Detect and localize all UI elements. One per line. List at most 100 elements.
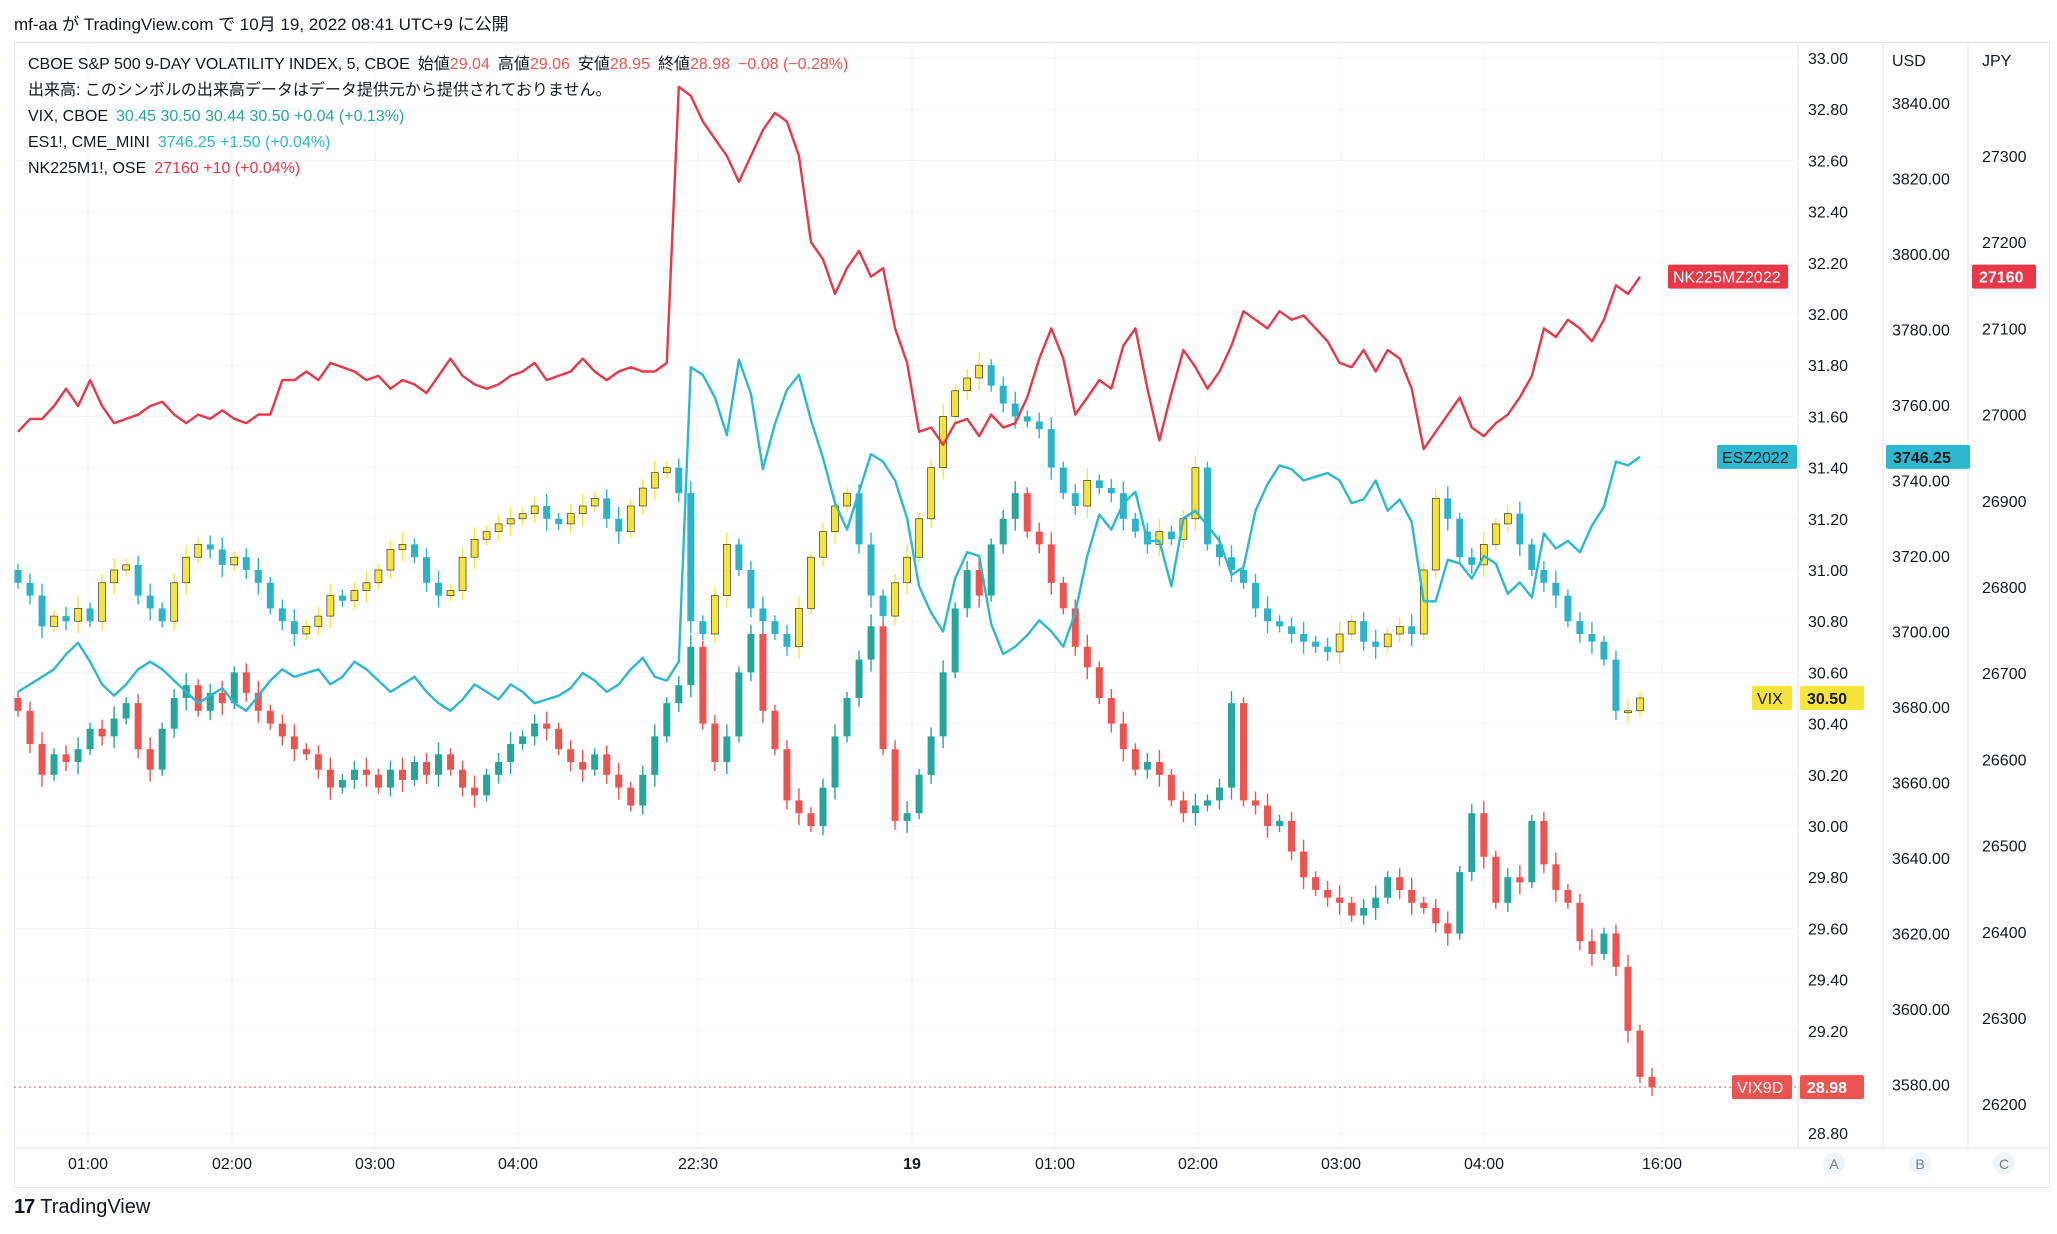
vix9d-candle	[134, 703, 142, 750]
vix9d-candle	[1035, 531, 1043, 545]
vix-candle	[879, 595, 887, 617]
vix9d-candle	[1324, 890, 1332, 898]
vix9d-candle	[1252, 800, 1260, 806]
vix9d-candle	[855, 659, 863, 698]
vix9d-candle	[242, 672, 250, 693]
vix9d-candle	[1420, 902, 1428, 908]
vix9d-candle	[447, 754, 455, 770]
vix9d-candle	[1576, 902, 1584, 942]
chart-legend: CBOE S&P 500 9-DAY VOLATILITY INDEX, 5, …	[28, 52, 856, 182]
vix-candle	[170, 582, 178, 622]
vix-candle	[975, 364, 983, 379]
jpy-tick-label: 27200	[1982, 235, 2027, 252]
legend-vix: VIX, CBOE 30.45 30.50 30.44 30.50 +0.04 (…	[28, 104, 856, 130]
price-tick-label: 32.40	[1808, 205, 1848, 222]
vix9d-candle	[951, 608, 959, 673]
vix-candle	[1335, 633, 1344, 653]
vix9d-candle	[579, 762, 587, 770]
price-tick-label: 29.60	[1808, 921, 1848, 938]
vix-candle	[1071, 493, 1079, 506]
vix-candle	[735, 544, 743, 570]
vix-candle	[1203, 467, 1211, 545]
legend-open-label: 始値	[417, 56, 450, 73]
price-tick-label: 29.80	[1808, 870, 1848, 887]
vix-candle	[855, 493, 863, 545]
vix9d-candle	[1360, 907, 1368, 916]
vix-candle	[134, 564, 142, 596]
price-tick-label: 29.40	[1808, 973, 1848, 990]
vix9d-candle	[507, 744, 515, 762]
vix9d-candle	[987, 544, 995, 596]
legend-vix-symbol: VIX, CBOE	[28, 108, 109, 125]
legend-nk-values: 27160 +10 (+0.04%)	[154, 160, 301, 177]
vix-candle	[951, 390, 959, 417]
vix9d-candle	[603, 754, 611, 775]
vix9d-candle	[687, 646, 695, 686]
vix-candle	[1360, 621, 1368, 642]
tradingview-logo[interactable]: 17 TradingView	[14, 1196, 150, 1219]
jpy-axis-title: JPY	[1982, 53, 2012, 70]
vix-candle	[326, 595, 335, 617]
legend-es: ES1!, CME_MINI 3746.25 +1.50 (+0.04%)	[28, 130, 856, 156]
price-tick-label: 31.60	[1808, 409, 1848, 426]
time-tick-label: 04:00	[1464, 1156, 1504, 1173]
tradingview-logo-icon: 17	[14, 1196, 35, 1218]
vix-candle	[1300, 634, 1308, 642]
vix-candle	[1540, 570, 1548, 583]
legend-low: 28.95	[609, 56, 650, 73]
vix-candle	[518, 513, 527, 520]
vix9d-candle	[1083, 646, 1091, 668]
vix9d-candle	[1155, 762, 1163, 775]
vix-candle	[506, 518, 515, 525]
scale-button-a[interactable]	[1823, 1152, 1845, 1174]
vix-candle	[1324, 646, 1332, 652]
vix9d-candle	[843, 698, 851, 737]
vix-candle	[1492, 523, 1500, 545]
vix-candle	[1612, 659, 1620, 711]
vix9d-candle	[1119, 723, 1127, 750]
nk-price-tag-label: 27160	[1979, 270, 2024, 287]
legend-open: 29.04	[449, 56, 490, 73]
vix-candle	[1408, 626, 1416, 634]
vix9d-candle	[735, 672, 743, 737]
vix9d-candle	[423, 762, 430, 775]
vix-candle	[687, 493, 695, 622]
vix9d-candle	[1348, 902, 1356, 916]
usd-tick-label: 3820.00	[1892, 172, 1950, 189]
vix9d-price-tag	[1800, 1075, 1864, 1100]
usd-tick-label: 3600.00	[1892, 1002, 1950, 1019]
vix9d-candle	[398, 769, 406, 780]
vix-candle	[1576, 621, 1584, 634]
vix9d-candle	[879, 626, 887, 750]
vix-candle	[566, 513, 575, 525]
vix9d-candle	[567, 749, 575, 762]
vix9d-candle	[831, 736, 839, 788]
price-tick-label: 32.60	[1808, 153, 1848, 170]
vix9d-candle	[194, 685, 202, 711]
vix9d-candle	[783, 749, 791, 801]
vix-candle	[302, 626, 311, 635]
vix9d-candle	[1276, 820, 1284, 826]
vix-candle	[1059, 467, 1067, 494]
legend-volume-note: 出来高: このシンボルの出来高データはデータ提供元から提供されておりません。	[28, 78, 856, 104]
legend-es-symbol: ES1!, CME_MINI	[28, 134, 150, 151]
scale-button-c[interactable]	[1993, 1152, 2015, 1174]
vix9d-candle	[206, 692, 214, 711]
vix-candle	[338, 595, 346, 601]
vix-candle	[182, 556, 191, 584]
scale-button-b[interactable]	[1909, 1152, 1931, 1174]
vix9d-candle	[903, 813, 911, 821]
vix9d-candle	[1648, 1076, 1656, 1088]
vix9d-candle	[230, 672, 238, 704]
vix-candle	[1468, 557, 1476, 565]
vix9d-candle	[1612, 933, 1620, 967]
vix-candle	[999, 385, 1007, 404]
vix-candle	[266, 582, 274, 609]
vix-candle	[615, 518, 623, 532]
vix9d-candle	[326, 769, 334, 788]
vix-candle	[1624, 710, 1632, 714]
vix-candle	[470, 538, 479, 558]
vix9d-candle	[891, 749, 899, 821]
vix9d-candle	[1131, 749, 1139, 770]
